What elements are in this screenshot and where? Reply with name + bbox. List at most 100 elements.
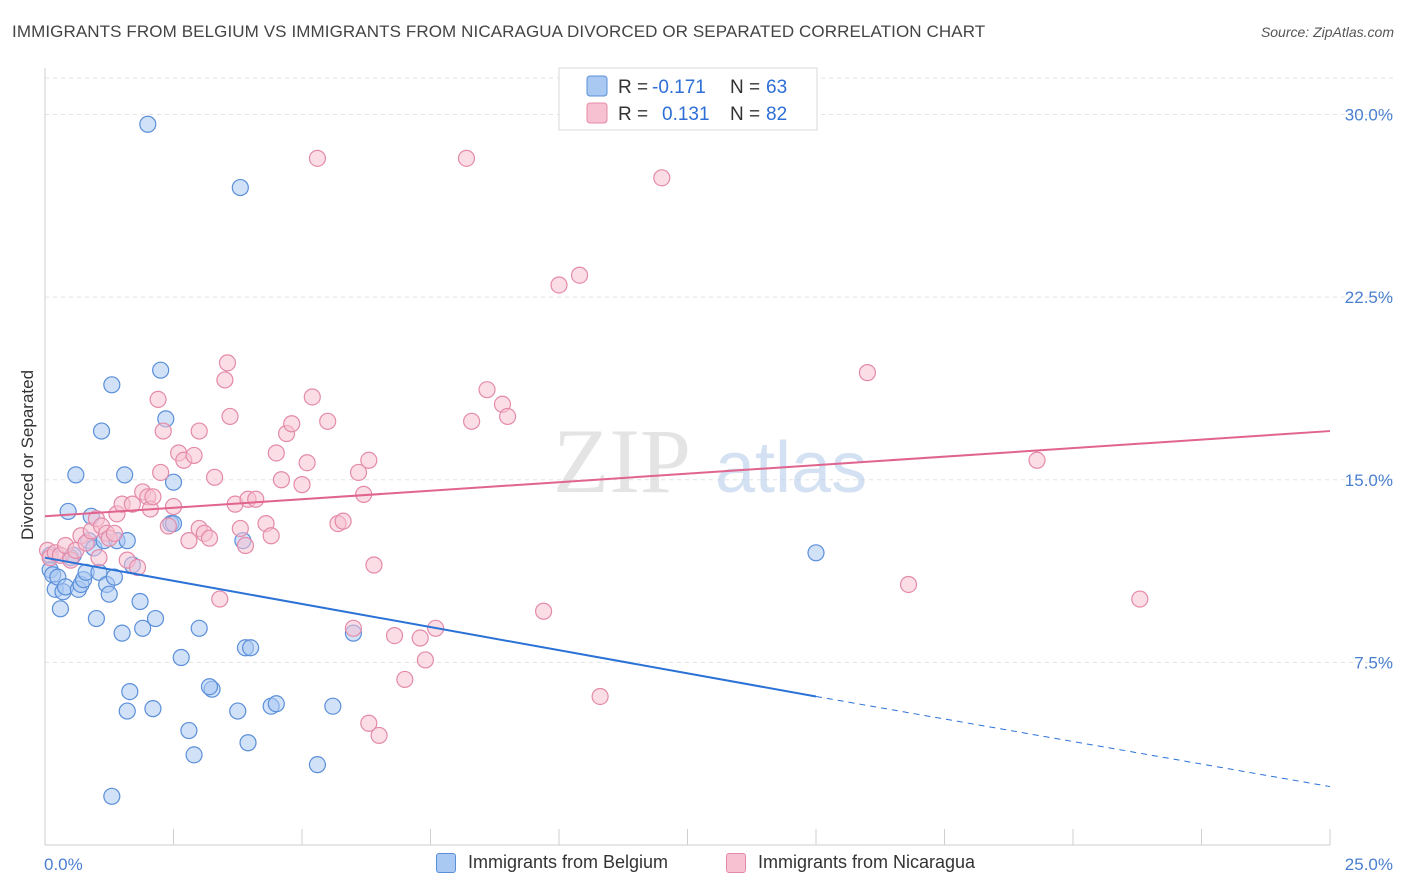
belgium-point-48 [231,178,249,197]
nicaragua-point-36 [200,529,219,547]
belgium-point-36 [144,700,162,718]
nicaragua-point-48 [262,527,280,545]
legend-n-value-belgium: 63 [766,77,787,98]
nicaragua-point-75 [499,407,517,426]
x-tick-label-1: 25.0% [1345,855,1393,874]
nicaragua-point-79 [591,687,609,706]
nicaragua-point-25 [149,390,167,409]
nicaragua-point-20 [128,558,147,577]
nicaragua-point-59 [334,512,352,530]
source-label: Source: ZipAtlas.com [1260,24,1394,40]
nicaragua-point-65 [365,556,383,574]
belgium-point-47 [229,702,247,720]
bottom-legend-swatch-belgium [436,852,456,873]
belgium-point-21 [92,422,111,440]
bottom-legend-swatch-nicaragua [726,852,746,873]
belgium-point-62 [118,532,136,550]
series-belgium [41,115,825,805]
nicaragua-point-57 [319,412,337,430]
belgium-point-52 [242,639,260,657]
nicaragua-point-71 [457,149,476,167]
legend-swatch-nicaragua [586,102,608,124]
belgium-point-44 [185,746,203,764]
nicaragua-point-46 [247,490,265,508]
nicaragua-point-26 [152,463,170,482]
nicaragua-point-37 [206,468,224,486]
legend-swatch-belgium [586,75,608,97]
belgium-point-59 [103,787,121,805]
belgium-point-33 [131,592,149,611]
y-tick-label-3: 30.0% [1345,106,1393,125]
belgium-point-54 [267,695,285,713]
watermark: ZIP atlas [553,410,867,512]
nicaragua-point-19 [123,495,141,513]
legend-r-value-belgium: -0.171 [652,77,706,98]
nicaragua-point-24 [144,488,162,506]
nicaragua-point-64 [370,726,388,745]
belgium-point-58 [807,544,825,562]
nicaragua-point-73 [478,381,496,399]
belgium-point-28 [113,624,131,642]
nicaragua-point-49 [267,444,285,462]
nicaragua-point-80 [653,169,671,187]
grid [45,77,1393,663]
bottom-legend-item-nicaragua: Immigrants from Nicaragua [726,852,975,873]
belgium-point-38 [152,361,170,379]
bottom-legend-label-nicaragua: Immigrants from Nicaragua [758,852,976,872]
bottom-legend-label-belgium: Immigrants from Belgium [468,852,669,872]
belgium-point-43 [180,721,198,740]
belgium-point-61 [200,678,219,696]
nicaragua-point-82 [899,575,918,594]
nicaragua-point-32 [180,532,198,550]
belgium-point-51 [239,734,257,752]
series-nicaragua [38,149,1149,745]
nicaragua-point-61 [349,463,368,482]
y-tick-label-1: 15.0% [1345,471,1393,490]
belgium-point-34 [134,619,152,637]
belgium-point-19 [87,609,106,628]
legend-r-label-belgium: R = [618,77,648,98]
nicaragua-point-77 [550,276,568,294]
nicaragua-point-84 [1131,590,1149,608]
belgium-point-35 [139,115,157,133]
nicaragua-point-66 [385,626,404,645]
bottom-legend-item-belgium: Immigrants from Belgium [436,852,668,873]
belgium-point-45 [190,619,208,637]
nicaragua-point-41 [221,407,239,426]
bottom-legend: Immigrants from Belgium Immigrants from … [0,850,1406,880]
nicaragua-point-63 [360,451,378,469]
belgium-point-29 [116,466,134,484]
nicaragua-point-86 [190,422,208,440]
x-tick-label-0: 0.0% [44,855,83,874]
belgium-point-41 [164,473,183,491]
nicaragua-point-33 [185,446,203,465]
nicaragua-point-11 [90,549,108,567]
nicaragua-point-38 [211,590,229,608]
legend-n-label-nicaragua: N = [730,104,760,125]
legend-r-label-nicaragua: R = [618,104,648,125]
nicaragua-point-44 [236,536,255,555]
nicaragua-point-55 [303,388,321,406]
nicaragua-point-53 [293,476,311,494]
y-tick-label-2: 22.5% [1345,288,1393,307]
nicaragua-point-27 [154,422,172,440]
legend-n-label-belgium: N = [730,77,760,98]
nicaragua-point-15 [105,524,123,542]
belgium-point-31 [121,682,139,701]
trend-line-nicaragua [44,430,1331,518]
nicaragua-point-40 [218,354,237,372]
nicaragua-point-28 [159,517,177,535]
belgium-point-30 [118,702,136,720]
nicaragua-point-81 [858,364,877,382]
nicaragua-point-85 [360,714,378,732]
nicaragua-point-69 [416,651,434,669]
belgium-point-24 [100,585,118,603]
belgium-point-56 [324,697,342,715]
legend-n-value-nicaragua: 82 [766,104,787,125]
belgium-point-55 [308,756,327,774]
trend-line-belgium-extension [815,695,1331,788]
nicaragua-point-39 [216,371,234,389]
nicaragua-point-56 [308,149,327,167]
nicaragua-point-72 [463,412,481,430]
